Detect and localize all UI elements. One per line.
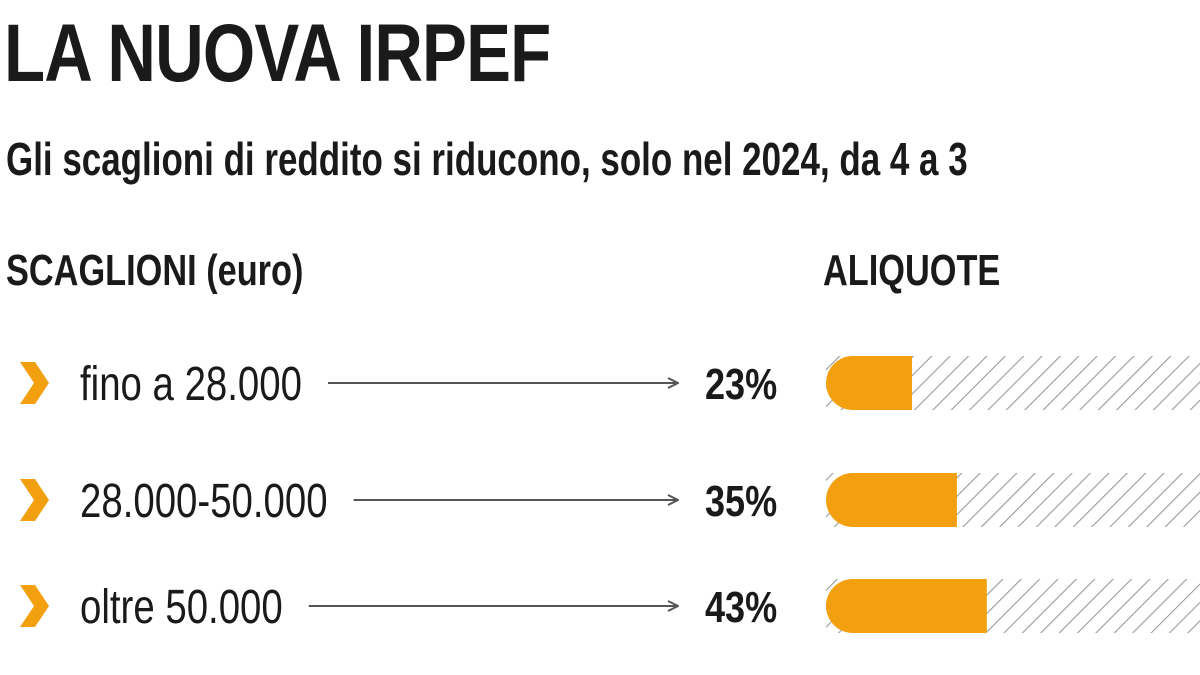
bracket-row: 28.000-50.000 35% [20, 473, 1200, 528]
chevron-right-icon [20, 479, 49, 521]
rate-label: 43% [705, 583, 777, 632]
scaglioni-column-header: SCAGLIONI (euro) [6, 246, 304, 295]
page-title: LA NUOVA IRPEF [4, 8, 551, 99]
rate-bar [826, 473, 957, 527]
rate-label: 35% [705, 477, 777, 526]
rate-bar [826, 579, 987, 633]
chart-rows: fino a 28.000 23% 28.000-50.000 35% oltre 50… [20, 356, 1200, 634]
rate-bar [826, 356, 913, 410]
bracket-row: oltre 50.000 43% [20, 579, 1200, 634]
bracket-label: 28.000-50.000 [80, 475, 328, 528]
chevron-right-icon [20, 585, 49, 627]
rate-label: 23% [705, 360, 777, 409]
bracket-label: oltre 50.000 [80, 581, 283, 634]
aliquote-column-header: ALIQUOTE [823, 246, 1001, 295]
bracket-row: fino a 28.000 23% [20, 356, 1200, 411]
page-subtitle: Gli scaglioni di reddito si riducono, so… [6, 133, 968, 185]
bracket-label: fino a 28.000 [80, 358, 302, 411]
chevron-right-icon [20, 362, 49, 404]
